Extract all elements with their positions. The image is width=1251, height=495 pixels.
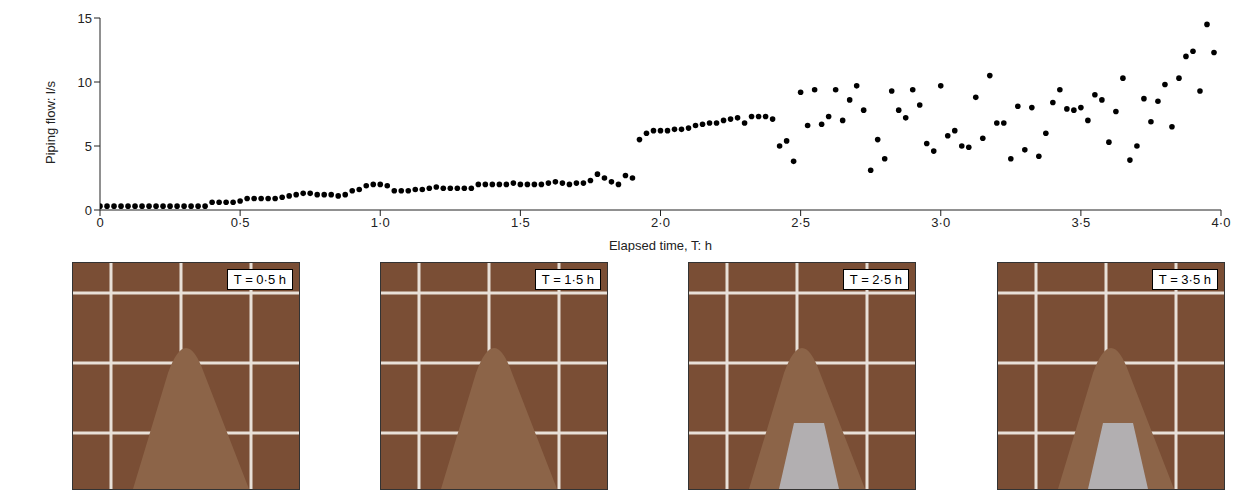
svg-text:15: 15	[78, 11, 92, 26]
svg-text:5: 5	[85, 139, 92, 154]
svg-text:3·5: 3·5	[1071, 215, 1090, 230]
svg-text:2·0: 2·0	[651, 215, 670, 230]
svg-text:0·5: 0·5	[231, 215, 250, 230]
html-text:T = 2·5 h: T = 2·5 h	[849, 272, 902, 287]
svg-text:0: 0	[96, 215, 103, 230]
svg-text:4·0: 4·0	[1212, 215, 1231, 230]
svg-text:0: 0	[85, 203, 92, 218]
svg-text:Elapsed time, T: h: Elapsed time, T: h	[609, 238, 712, 252]
svg-text:1·5: 1·5	[511, 215, 530, 230]
html-text:T = 3·5 h: T = 3·5 h	[1158, 272, 1211, 287]
svg-text:10: 10	[78, 75, 92, 90]
svg-text:3·0: 3·0	[931, 215, 950, 230]
svg-text:1·0: 1·0	[371, 215, 390, 230]
html-text:T = 0·5 h: T = 0·5 h	[233, 272, 286, 287]
html-text:T = 1·5 h: T = 1·5 h	[541, 272, 594, 287]
svg-text:Piping flow: l/s: Piping flow: l/s	[43, 80, 58, 164]
svg-text:2·5: 2·5	[791, 215, 810, 230]
